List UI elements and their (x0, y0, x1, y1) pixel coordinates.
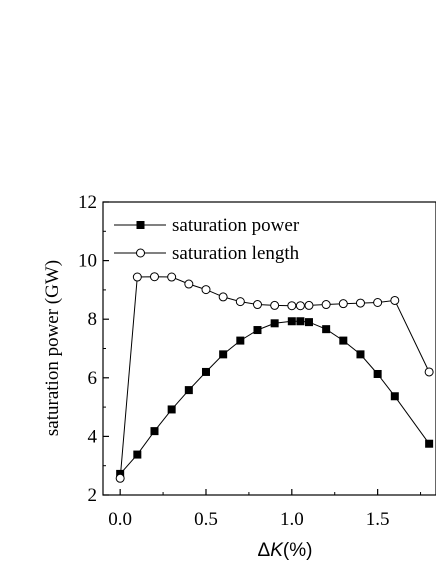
x-axis-title: ΔK(%) (258, 540, 313, 561)
point-saturation-length (235, 297, 245, 307)
point-saturation-power (201, 367, 210, 376)
point-saturation-power (167, 405, 176, 414)
point-saturation-length (390, 295, 400, 305)
y-axis: 2 4 6 8 10 12 (78, 192, 109, 506)
point-saturation-length (132, 272, 142, 282)
point-saturation-length (338, 299, 348, 309)
point-saturation-power (150, 427, 159, 436)
plot-area: 2 4 6 8 10 12 0.0 0.5 1.0 1.5 (78, 192, 436, 530)
y-axis-title: saturation power (GW) (42, 260, 63, 436)
point-saturation-power (219, 350, 228, 359)
y-tick-label: 6 (88, 368, 98, 389)
point-saturation-power (390, 392, 399, 401)
point-saturation-power (322, 325, 331, 334)
legend-item-saturation-length: saturation length (114, 243, 300, 264)
point-saturation-length (304, 300, 314, 310)
point-saturation-power (287, 317, 296, 326)
point-saturation-power (236, 336, 245, 345)
point-saturation-power (373, 369, 382, 378)
y-tick-label: 4 (88, 426, 98, 447)
point-saturation-power (270, 319, 279, 328)
x-tick-label: 1.5 (366, 509, 390, 530)
point-saturation-length (287, 301, 297, 311)
point-saturation-power (184, 386, 193, 395)
x-tick-label: 0.0 (108, 509, 132, 530)
series-line-saturation-power (119, 320, 430, 475)
point-saturation-length (115, 473, 125, 483)
legend-label-saturation-power: saturation power (172, 215, 300, 236)
x-axis-title-italic: K (270, 540, 284, 561)
legend: saturation power saturation length (114, 215, 300, 264)
point-saturation-length (167, 272, 177, 282)
point-saturation-length (321, 300, 331, 310)
y-tick-label: 2 (88, 485, 98, 506)
point-saturation-length (184, 279, 194, 289)
series-layer (115, 272, 434, 483)
point-saturation-power (356, 350, 365, 359)
point-saturation-power (425, 439, 434, 448)
legend-label-saturation-length: saturation length (172, 243, 300, 264)
point-saturation-length (424, 367, 434, 377)
point-saturation-power (253, 326, 262, 335)
legend-marker-saturation-length (136, 248, 145, 258)
point-saturation-length (270, 300, 280, 310)
x-tick-label: 1.0 (280, 509, 304, 530)
point-saturation-power (296, 317, 305, 326)
x-axis-title-prefix: Δ (258, 540, 271, 561)
legend-item-saturation-power: saturation power (114, 215, 300, 236)
point-saturation-length (295, 301, 305, 311)
legend-marker-saturation-power (136, 221, 145, 229)
point-saturation-length (218, 292, 228, 302)
x-axis-title-suffix: (%) (283, 540, 313, 561)
y-tick-label: 12 (78, 192, 97, 213)
point-saturation-length (252, 300, 262, 310)
point-saturation-power (133, 450, 142, 459)
point-saturation-length (355, 298, 365, 308)
x-tick-label: 0.5 (194, 509, 218, 530)
point-saturation-power (304, 318, 313, 327)
y-tick-label: 8 (88, 309, 98, 330)
point-saturation-power (339, 336, 348, 345)
y-tick-label: 10 (78, 251, 97, 272)
point-saturation-length (149, 272, 159, 282)
x-axis: 0.0 0.5 1.0 1.5 (108, 489, 422, 530)
point-saturation-length (373, 297, 383, 307)
point-saturation-length (201, 285, 211, 295)
